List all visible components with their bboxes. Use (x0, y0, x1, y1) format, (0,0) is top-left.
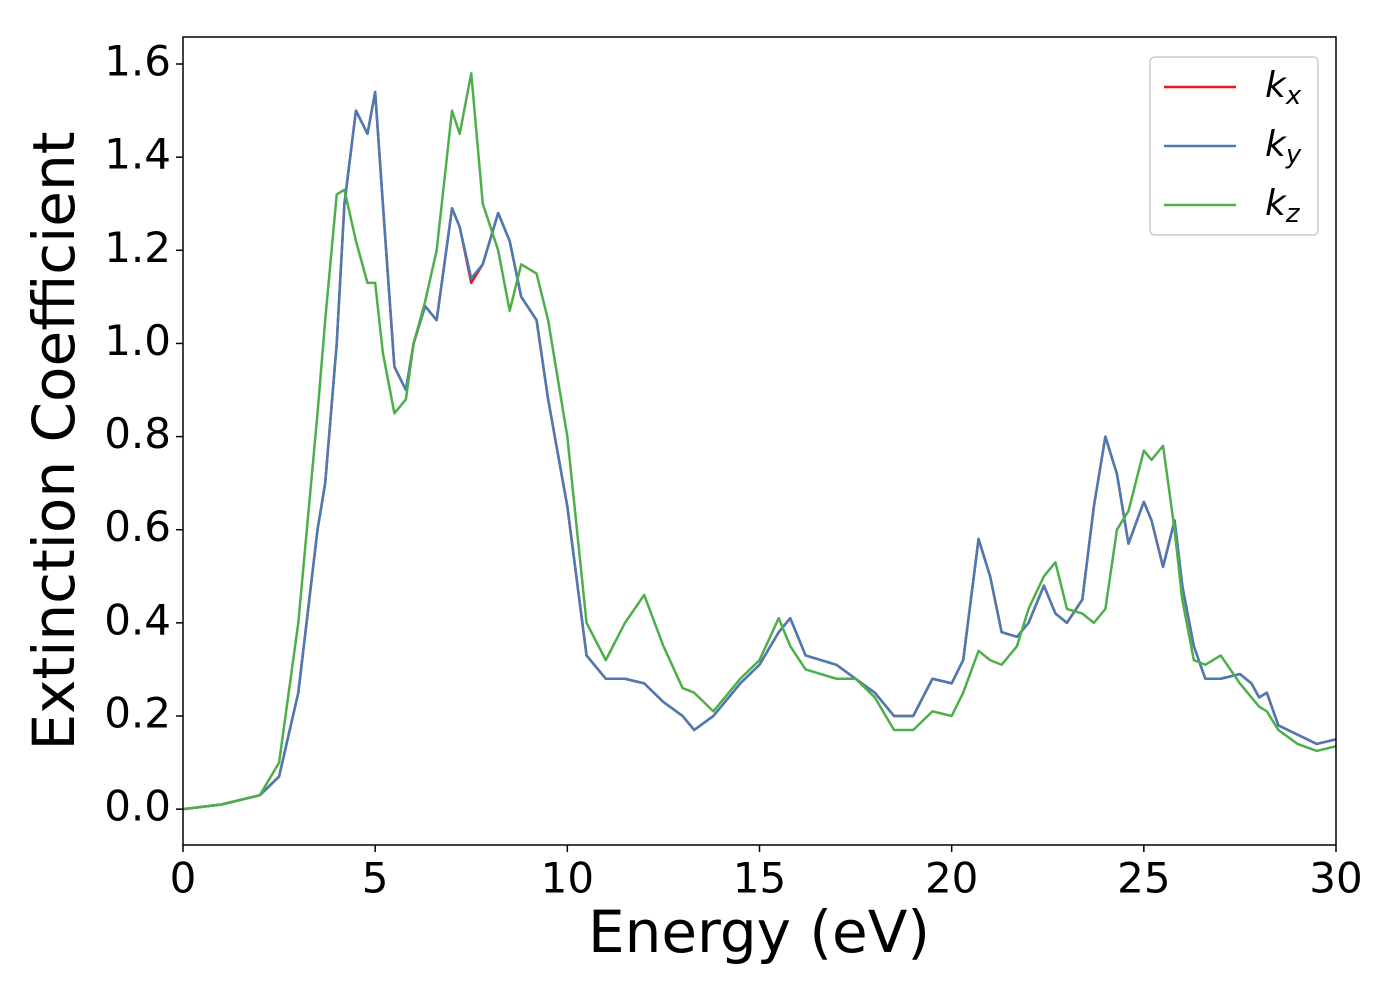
legend-label: ky (1265, 124, 1302, 170)
y-tick-label: 1.0 (104, 316, 171, 365)
x-tick-label: 0 (170, 854, 197, 903)
series-line (183, 72, 1336, 811)
y-tick-label: 0.8 (104, 409, 171, 458)
legend-label: kx (1265, 65, 1302, 111)
plot-frame (182, 36, 1337, 846)
y-tick-label: 1.6 (104, 37, 171, 86)
y-tick-label: 0.4 (104, 595, 171, 644)
y-tick-label: 1.2 (104, 223, 171, 272)
y-tick-label: 1.4 (104, 130, 171, 179)
y-tick-label: 0.6 (104, 502, 171, 551)
series-line (183, 90, 1336, 811)
x-tick-label: 5 (362, 854, 389, 903)
y-axis-label: Extinction Coefficient (20, 132, 88, 751)
y-tick-label: 0.0 (104, 782, 171, 831)
x-tick-label: 25 (1117, 854, 1170, 903)
y-tick-label: 0.2 (104, 688, 171, 737)
x-tick-label: 20 (925, 854, 978, 903)
x-tick-label: 30 (1309, 854, 1362, 903)
legend-label: kz (1265, 183, 1301, 229)
x-axis-label: Energy (eV) (588, 898, 930, 966)
x-tick-label: 10 (541, 854, 594, 903)
x-tick-label: 15 (733, 854, 786, 903)
